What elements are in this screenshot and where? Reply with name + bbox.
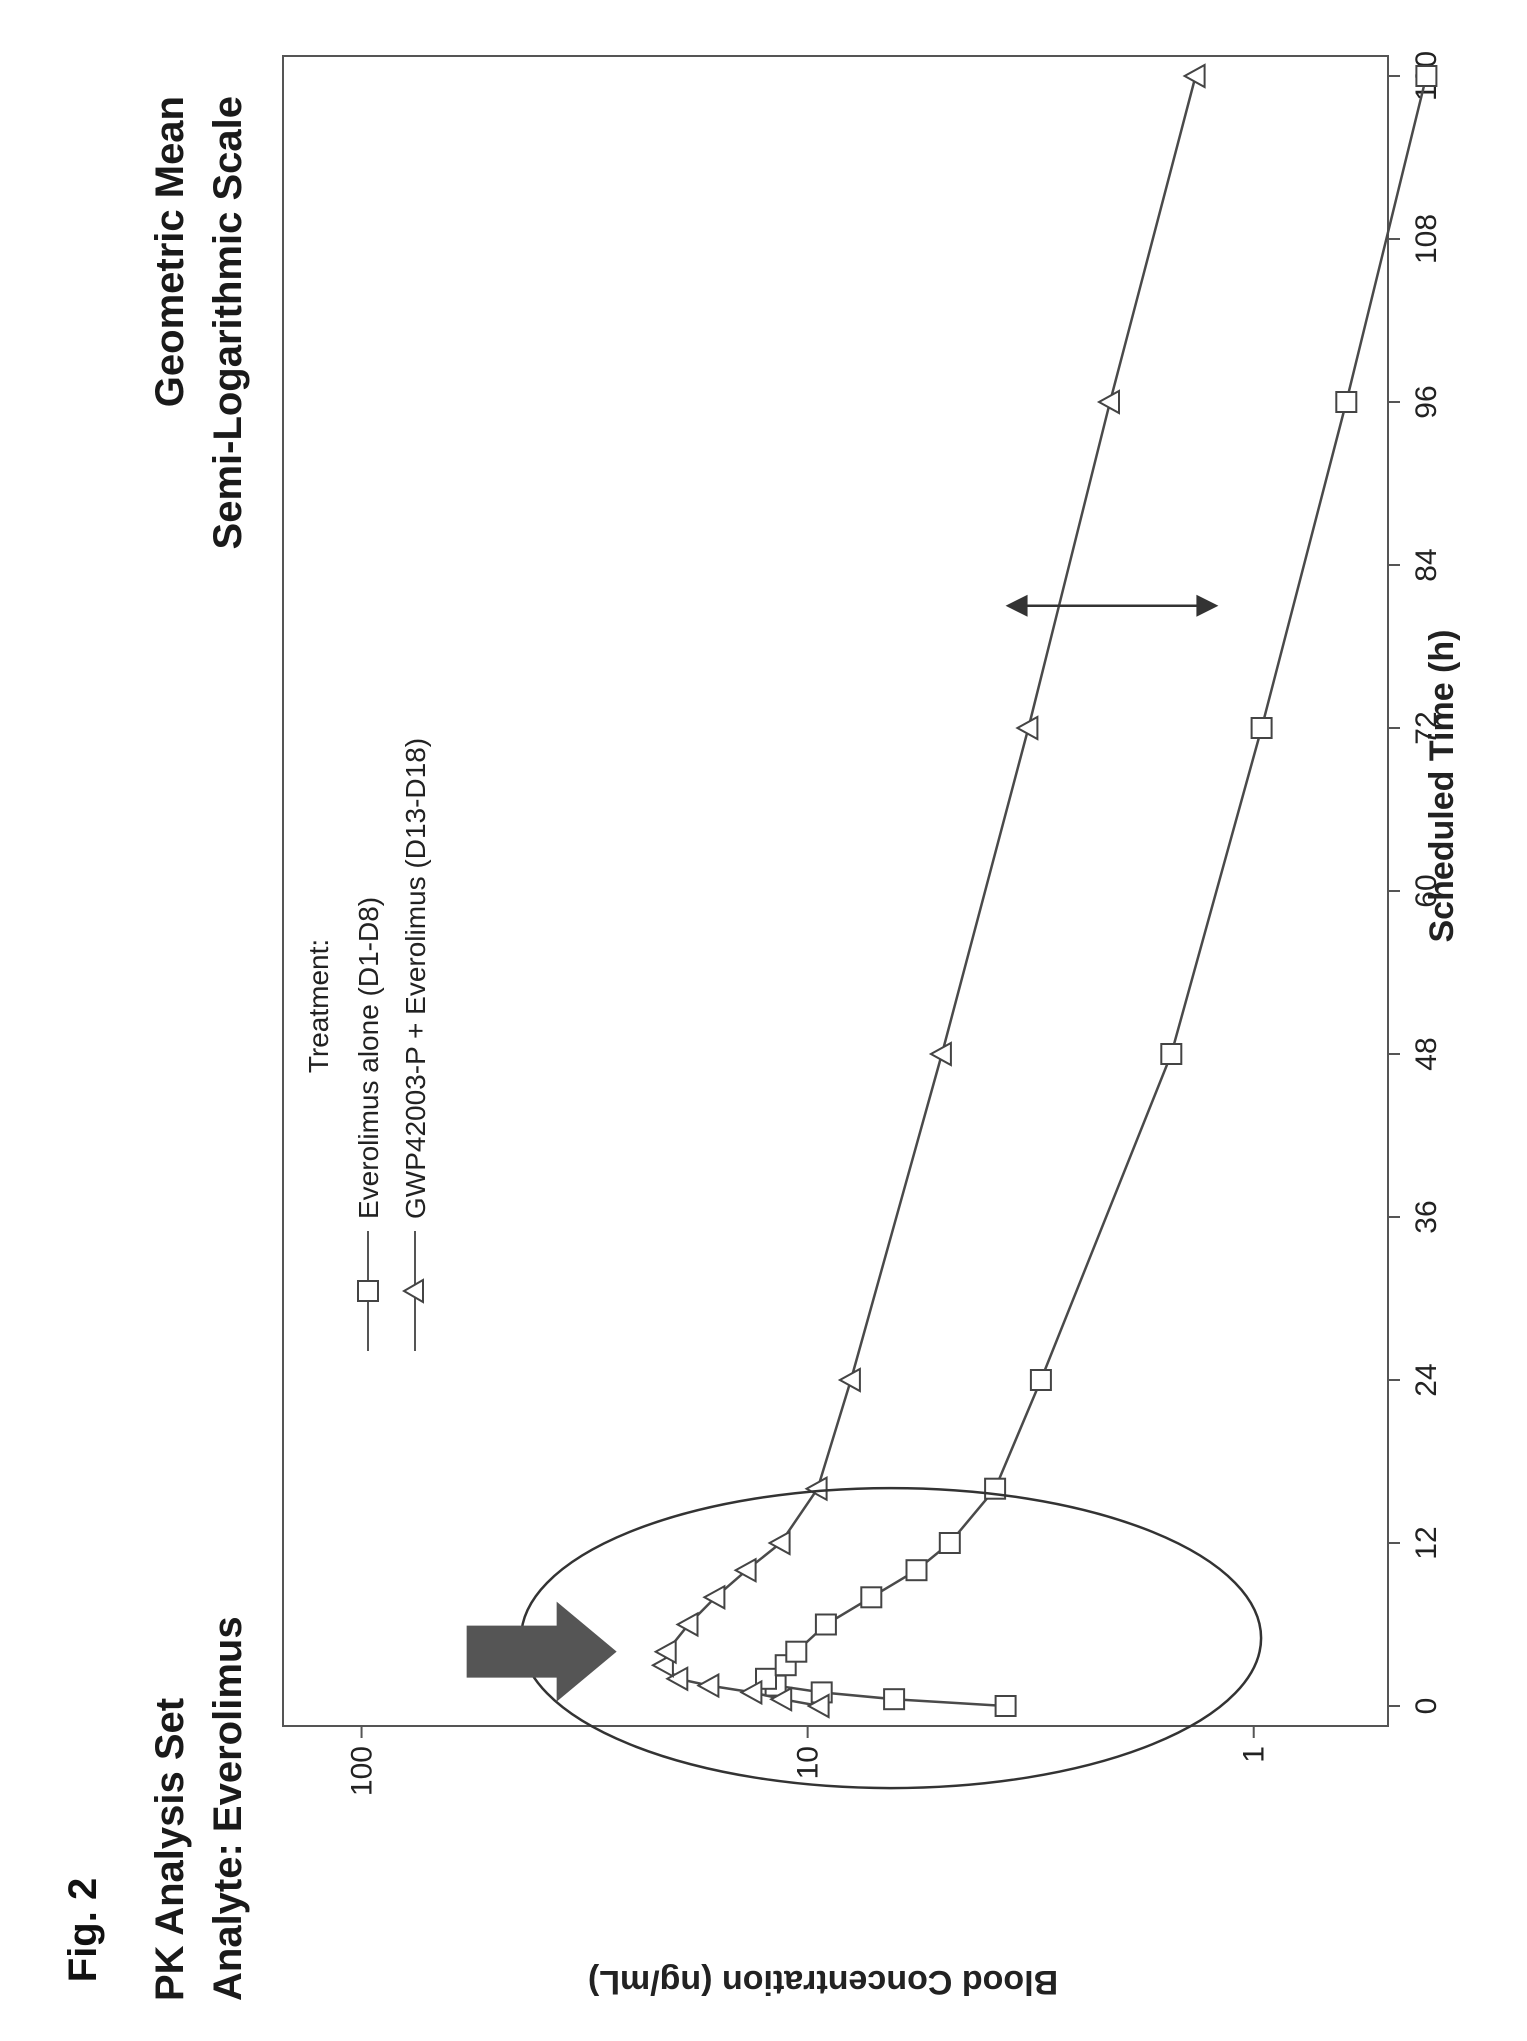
series-1-point-12: [1029, 1369, 1052, 1391]
series-1-point-6: [785, 1640, 808, 1663]
series-2-point-14: [1015, 715, 1039, 741]
series-2-point-0: [806, 1693, 830, 1719]
header-right-line2: Semi-Logarithmic Scale: [206, 96, 250, 549]
series-1-point-1: [883, 1688, 906, 1711]
series-2-point-8: [702, 1584, 726, 1610]
series-1-point-14: [1250, 717, 1273, 739]
legend-title: Treatment:: [303, 939, 334, 1073]
x-tick-label: 24: [1410, 1363, 1443, 1396]
figure-background: [123, 51, 1473, 2011]
series-1-point-15: [1335, 391, 1358, 413]
series-1-point-13: [1160, 1043, 1183, 1065]
difference-arrow-head-bottom: [1196, 594, 1219, 617]
x-axis-label: Scheduled Time (h): [1423, 630, 1461, 943]
annotations: [466, 594, 1263, 1790]
series-2-point-6: [653, 1639, 677, 1665]
rotated-figure: PK Analysis Set Analyte: Everolimus Geom…: [123, 51, 1473, 2011]
series-1-point-10: [938, 1532, 961, 1554]
y-tick-label: 100: [346, 1746, 379, 1796]
legend: Treatment: Everolimus alone (D1-D8) GWP4…: [303, 738, 431, 1351]
x-tick-label: 48: [1410, 1037, 1443, 1070]
figure-label: Fig. 2: [61, 1877, 105, 1983]
series-1-point-8: [860, 1586, 883, 1609]
x-tick-label: 0: [1410, 1698, 1443, 1715]
header-left-line1: PK Analysis Set: [148, 1698, 192, 2001]
x-axis: 01224364860728496108120: [1388, 51, 1443, 1714]
x-tick-label: 12: [1410, 1526, 1443, 1559]
series-2-point-3: [696, 1672, 720, 1699]
y-axis-label: Blood Concentration (ng/mL): [588, 1963, 1058, 2001]
legend-label-series-2: GWP42003-P + Everolimus (D13-D18): [400, 738, 431, 1219]
series-2-point-9: [733, 1557, 757, 1583]
legend-marker-square: [357, 1280, 379, 1302]
series-2-point-10: [767, 1530, 791, 1556]
series-2-point-15: [1096, 389, 1120, 415]
plot-area: [650, 63, 1438, 1719]
x-tick-label: 84: [1410, 548, 1443, 581]
pointer-arrow: [466, 1601, 617, 1702]
x-tick-label: 72: [1410, 711, 1443, 744]
x-tick-label: 108: [1410, 214, 1443, 264]
series-1-point-7: [814, 1613, 837, 1636]
series-2-point-13: [928, 1041, 952, 1067]
series-1-point-0: [994, 1695, 1017, 1717]
header-left-line2: Analyte: Everolimus: [206, 1616, 250, 2001]
legend-label-series-1: Everolimus alone (D1-D8): [353, 897, 384, 1219]
series-2-point-12: [837, 1367, 861, 1393]
legend-marker-triangle: [402, 1278, 424, 1304]
series-1-point-16: [1415, 65, 1438, 87]
header-right-line1: Geometric Mean: [148, 96, 192, 407]
x-tick-label: 60: [1410, 874, 1443, 907]
x-tick-label: 36: [1410, 1200, 1443, 1233]
series-2-point-5: [650, 1652, 674, 1678]
series-2-point-7: [675, 1611, 699, 1638]
series-2-point-1: [769, 1686, 793, 1712]
series-2-point-16: [1182, 63, 1206, 89]
y-axis: 1 10 100: [346, 1726, 1271, 1796]
y-tick-label: 10: [792, 1746, 825, 1779]
y-tick-label: 1: [1238, 1746, 1271, 1763]
chart: PK Analysis Set Analyte: Everolimus Geom…: [123, 51, 1473, 2011]
series-2-point-11: [804, 1476, 828, 1502]
x-tick-label: 96: [1410, 385, 1443, 418]
difference-arrow-head-top: [1005, 594, 1028, 617]
series-2-point-2: [739, 1679, 763, 1706]
series-2-point-4: [665, 1666, 689, 1692]
series-1-point-9: [905, 1559, 928, 1582]
